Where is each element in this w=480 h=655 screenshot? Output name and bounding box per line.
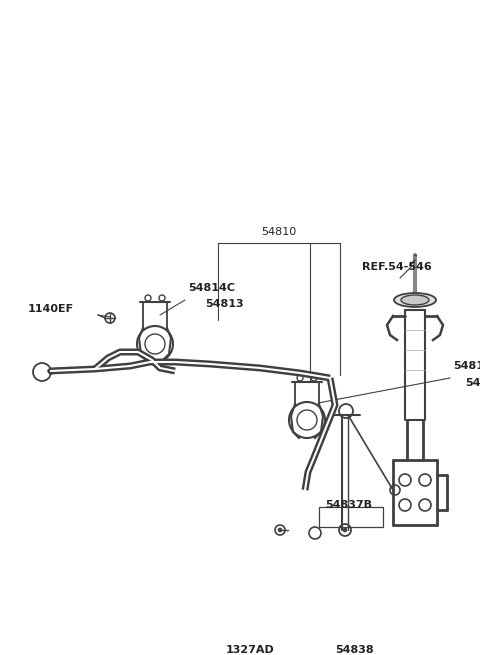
Text: REF.54-546: REF.54-546: [362, 262, 432, 272]
Text: 54813: 54813: [205, 299, 244, 309]
Text: 54837B: 54837B: [325, 500, 372, 510]
Text: 1140EF: 1140EF: [28, 304, 74, 314]
Circle shape: [278, 528, 282, 532]
Text: 54814C: 54814C: [453, 361, 480, 371]
Text: 54810: 54810: [262, 227, 297, 237]
Circle shape: [410, 295, 420, 305]
Text: 1327AD: 1327AD: [226, 645, 275, 655]
Ellipse shape: [401, 295, 429, 305]
Text: 54813: 54813: [465, 378, 480, 388]
Text: 54838: 54838: [335, 645, 373, 655]
Ellipse shape: [394, 293, 436, 307]
Text: 54814C: 54814C: [188, 283, 235, 293]
Circle shape: [343, 528, 347, 532]
